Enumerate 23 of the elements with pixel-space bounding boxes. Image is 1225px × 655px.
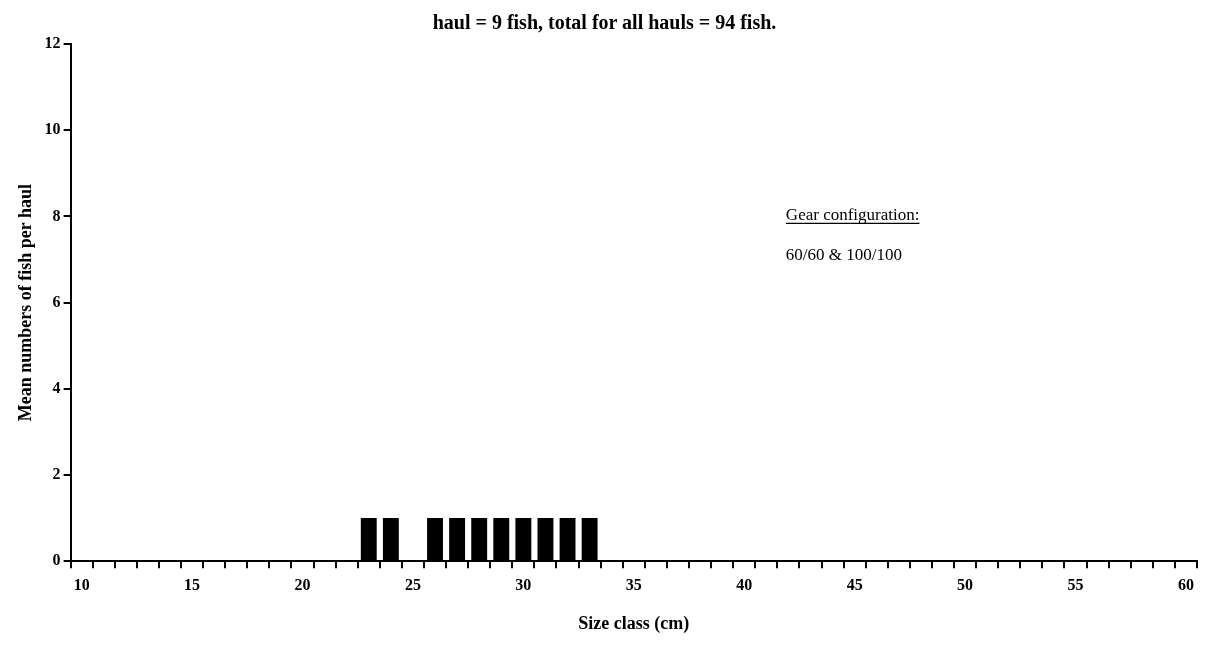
- y-axis-title: Mean numbers of fish per haul: [15, 184, 36, 422]
- x-axis-title: Size class (cm): [578, 612, 690, 634]
- x-tick-label: 55: [1067, 575, 1084, 593]
- y-tick-label: 4: [52, 378, 61, 396]
- y-tick-label: 8: [52, 206, 61, 224]
- chart-title: haul = 9 fish, total for all hauls = 94 fish.: [432, 11, 777, 34]
- x-tick-label: 40: [736, 575, 753, 593]
- x-tick-label: 60: [1177, 575, 1194, 593]
- y-tick-label: 10: [44, 120, 61, 138]
- y-tick-label: 2: [52, 465, 61, 483]
- x-tick-label: 50: [957, 575, 974, 593]
- x-tick-label: 25: [404, 575, 421, 593]
- x-tick-label: 30: [515, 575, 532, 593]
- annotation: Gear configuration:: [785, 204, 920, 224]
- x-tick-label: 35: [625, 575, 642, 593]
- x-tick-label: 45: [846, 575, 863, 593]
- y-tick-label: 12: [44, 34, 61, 52]
- annotation: 60/60 & 100/100: [785, 244, 903, 264]
- x-tick-label: 10: [73, 575, 90, 593]
- y-tick-label: 6: [52, 292, 61, 310]
- x-tick-label: 15: [184, 575, 201, 593]
- x-tick-label: 20: [294, 575, 311, 593]
- y-tick-label: 0: [52, 551, 61, 569]
